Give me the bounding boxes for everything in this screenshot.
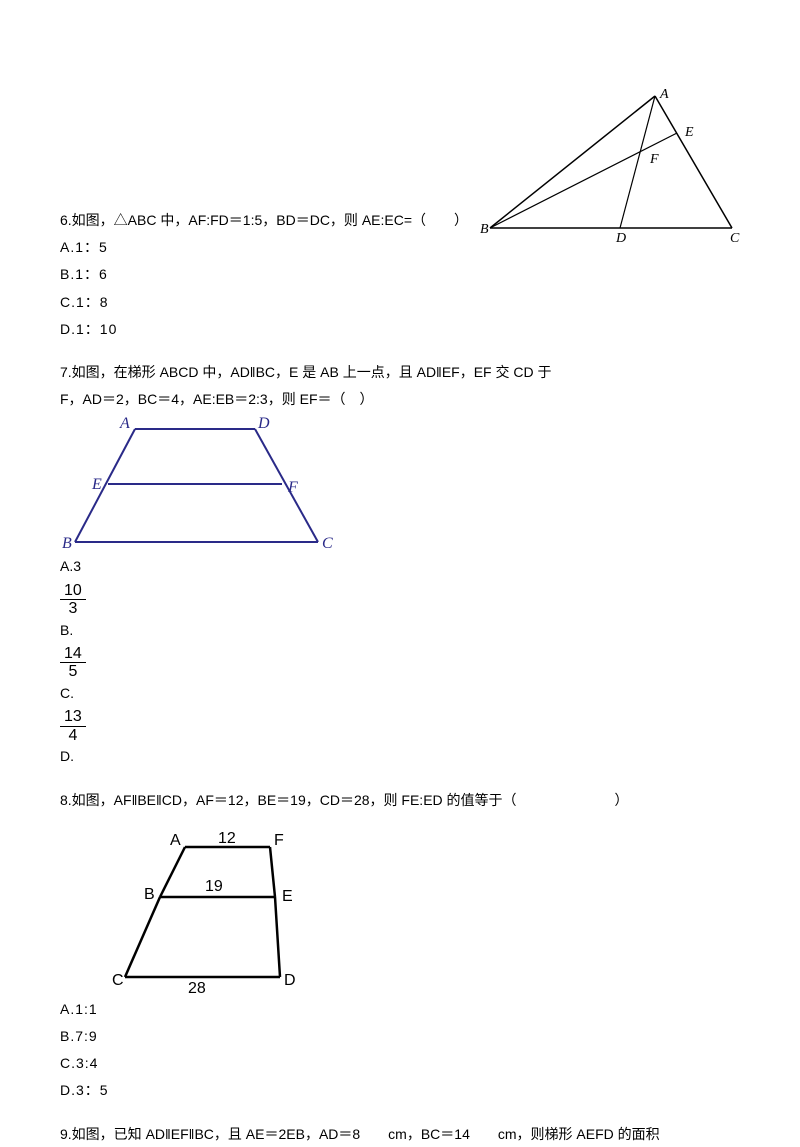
q6-opt-d: D.1：10 [60,317,740,342]
q7-opt-d: 13 4 D. [60,708,740,769]
question-8: 8.如图，AF‖BE‖CD，AF＝12，BE＝19，CD＝28，则 FE:ED … [60,788,740,1104]
q7-frac-d: 13 4 [60,708,86,744]
svg-text:E: E [684,125,694,140]
q7-figure: A B C D E F [60,414,740,554]
q9-stem: 9.如图，已知 AD‖EF‖BC，且 AE＝2EB，AD＝8 cm，BC＝14 … [60,1122,740,1147]
svg-text:A: A [119,415,130,432]
question-7: 7.如图，在梯形 ABCD 中，AD‖BC，E 是 AB 上一点，且 AD‖EF… [60,360,740,770]
svg-text:F: F [274,832,284,849]
svg-text:B: B [144,886,155,903]
trapezoid-svg: A B C D E F [60,414,340,554]
question-6: A B C D E F 6.如图，△ABC 中，AF:FD＝1:5，BD＝DC，则 AE:… [60,88,740,342]
q7-frac-c: 14 5 [60,645,86,681]
q7-frac-b: 10 3 [60,582,86,618]
q6-figure: A B C D E F [480,88,740,248]
svg-text:C: C [112,972,124,989]
svg-text:E: E [91,476,102,493]
svg-text:F: F [287,479,298,496]
svg-text:C: C [322,535,333,552]
svg-text:28: 28 [188,980,206,997]
svg-text:F: F [649,152,659,167]
q8-opt-b: B.7:9 [60,1024,740,1049]
svg-text:A: A [170,832,181,849]
q7-opt-c: 14 5 C. [60,645,740,706]
triangle-abc-svg: A B C D E F [480,88,740,248]
q8-options: A.1:1 B.7:9 C.3:4 D.3：5 [60,997,740,1104]
q8-stem: 8.如图，AF‖BE‖CD，AF＝12，BE＝19，CD＝28，则 FE:ED … [60,788,740,813]
parallels-svg: 12 19 28 A B C D E F [100,827,330,997]
q8-opt-d: D.3：5 [60,1078,740,1103]
q7-opt-a: A.3 [60,554,740,579]
q6-opt-c: C.1：8 [60,290,740,315]
q7-opt-b: 10 3 B. [60,582,740,643]
q8-figure: 12 19 28 A B C D E F [100,827,740,997]
q6-options: A.1：5 B.1：6 C.1：8 D.1：10 [60,235,740,342]
q7-stem-1: 7.如图，在梯形 ABCD 中，AD‖BC，E 是 AB 上一点，且 AD‖EF… [60,360,740,385]
q7-stem-2: F，AD＝2，BC＝4，AE:EB＝2:3，则 EF＝（ ） [60,387,740,412]
svg-text:E: E [282,888,293,905]
svg-text:D: D [615,231,626,246]
q8-opt-c: C.3:4 [60,1051,740,1076]
svg-text:C: C [730,231,740,246]
svg-text:A: A [659,88,669,102]
svg-text:19: 19 [205,878,223,895]
svg-text:12: 12 [218,830,236,847]
q6-opt-b: B.1：6 [60,262,740,287]
svg-text:B: B [480,222,489,237]
q8-opt-a: A.1:1 [60,997,740,1022]
q6-stem: 6.如图，△ABC 中，AF:FD＝1:5，BD＝DC，则 AE:EC=（ ） [60,212,468,228]
svg-text:B: B [62,535,72,552]
question-9: 9.如图，已知 AD‖EF‖BC，且 AE＝2EB，AD＝8 cm，BC＝14 … [60,1122,740,1147]
svg-text:D: D [257,415,270,432]
svg-text:D: D [284,972,296,989]
